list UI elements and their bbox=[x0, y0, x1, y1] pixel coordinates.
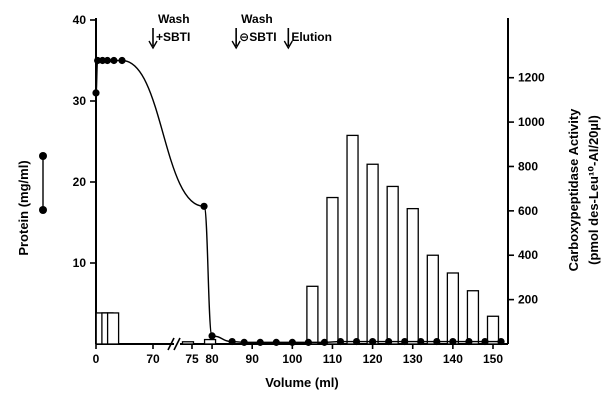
protein-point-21 bbox=[433, 337, 441, 346]
protein-point-16 bbox=[352, 337, 361, 346]
right-y-tick-label-2: 600 bbox=[518, 204, 538, 218]
x-tick-label-7: 120 bbox=[363, 352, 383, 366]
activity-bar-4 bbox=[203, 338, 217, 345]
protein-line bbox=[95, 59, 502, 344]
protein-point-10 bbox=[256, 338, 264, 346]
protein-point-7 bbox=[208, 332, 216, 340]
axes bbox=[95, 18, 509, 351]
axis-break-mark-1 bbox=[167, 337, 175, 351]
protein-point-19 bbox=[401, 337, 409, 346]
left-y-tick-label-3: 40 bbox=[73, 13, 87, 27]
protein-point-24 bbox=[481, 337, 489, 346]
annotation-text-0-line2: +SBTI bbox=[156, 30, 190, 44]
activity-bar-9 bbox=[386, 185, 399, 345]
axis-ticks: 0 70 75 80 90 100 110 120 130 140 150 10 20 30 40 200 40… bbox=[73, 13, 545, 366]
activity-bar-6 bbox=[326, 196, 339, 345]
left-axis-legend-symbol bbox=[39, 152, 47, 214]
right-y-tick-label-4: 1000 bbox=[518, 115, 545, 129]
x-tick-label-6: 110 bbox=[323, 352, 343, 366]
activity-bar-11 bbox=[426, 254, 439, 345]
right-y-axis-title-line1: Carboxypeptidase Activity bbox=[566, 108, 581, 272]
right-y-tick-label-1: 400 bbox=[518, 248, 538, 262]
right-y-tick-label-3: 800 bbox=[518, 159, 538, 173]
x-tick-label-10: 150 bbox=[483, 352, 503, 366]
x-tick-label-0: 0 bbox=[93, 352, 100, 366]
activity-bar-3 bbox=[181, 341, 195, 345]
axis-break-mark-2 bbox=[173, 337, 181, 351]
protein-point-6 bbox=[200, 202, 208, 210]
activity-bar-13 bbox=[466, 290, 480, 345]
x-tick-label-1: 70 bbox=[146, 352, 160, 366]
x-tick-label-9: 140 bbox=[443, 352, 463, 366]
protein-point-25 bbox=[497, 337, 505, 346]
protein-point-0 bbox=[92, 89, 100, 97]
annotation-arrow-head-1 bbox=[231, 40, 241, 50]
activity-bar-7 bbox=[346, 134, 359, 345]
protein-point-12 bbox=[288, 338, 296, 346]
right-y-tick-label-0: 200 bbox=[518, 293, 538, 307]
x-tick-label-5: 100 bbox=[282, 352, 302, 366]
left-y-axis-title: Protein (mg/ml) bbox=[16, 160, 31, 255]
right-y-tick-label-5: 1200 bbox=[518, 71, 545, 85]
protein-point-20 bbox=[417, 337, 425, 346]
protein-point-18 bbox=[385, 337, 393, 346]
annotation-text-2-line2: Elution bbox=[291, 30, 332, 44]
x-tick-label-8: 130 bbox=[403, 352, 423, 366]
x-tick-label-3: 80 bbox=[205, 352, 219, 366]
x-tick-label-2: 75 bbox=[185, 352, 199, 366]
protein-point-3 bbox=[103, 56, 111, 65]
protein-point-17 bbox=[369, 337, 377, 346]
right-y-axis-title-line2: (pmol des-Leu¹⁰-AI/20µl) bbox=[586, 115, 601, 265]
activity-bar-8 bbox=[366, 163, 379, 345]
x-tick-label-4: 90 bbox=[246, 352, 260, 366]
annotation-arrow-head-2 bbox=[283, 40, 293, 50]
activity-bar-10 bbox=[406, 207, 419, 345]
annotation-text-1-line2: ⊖SBTI bbox=[239, 30, 276, 44]
protein-point-11 bbox=[272, 338, 280, 346]
protein-point-4 bbox=[110, 56, 118, 65]
protein-point-14 bbox=[320, 338, 329, 346]
protein-point-8 bbox=[228, 337, 236, 346]
left-y-tick-label-2: 30 bbox=[73, 94, 87, 108]
annotation-arrow-head-0 bbox=[148, 40, 158, 50]
protein-point-9 bbox=[240, 338, 248, 346]
annotation-text-1-line1: Wash bbox=[241, 12, 273, 26]
protein-point-13 bbox=[304, 338, 312, 346]
activity-bar-2 bbox=[106, 312, 120, 345]
protein-point-5 bbox=[118, 56, 126, 65]
activity-bar-5 bbox=[306, 285, 319, 345]
left-y-tick-label-1: 20 bbox=[73, 175, 87, 189]
x-axis-title: Volume (ml) bbox=[265, 375, 338, 390]
protein-point-23 bbox=[465, 337, 473, 346]
activity-bar-14 bbox=[486, 315, 500, 345]
protein-point-15 bbox=[336, 337, 345, 346]
activity-bars bbox=[95, 134, 500, 345]
annotations: Wash +SBTI Wash ⊖SBTI Elution bbox=[148, 12, 332, 50]
protein-series bbox=[92, 56, 505, 346]
annotation-text-0-line1: Wash bbox=[158, 12, 190, 26]
left-y-tick-label-0: 10 bbox=[73, 256, 87, 270]
protein-point-22 bbox=[449, 337, 457, 346]
activity-bar-12 bbox=[446, 272, 460, 345]
